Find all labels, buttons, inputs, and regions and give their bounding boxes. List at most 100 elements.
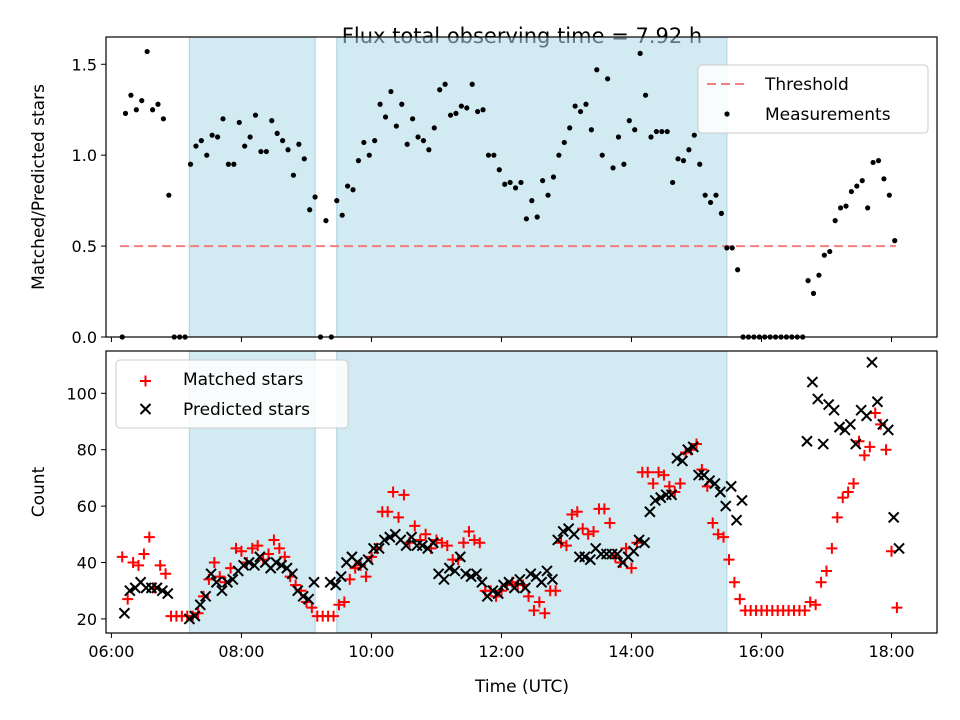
- matched-point: [875, 418, 887, 430]
- matched-point: [539, 607, 551, 619]
- matched-point: [615, 557, 627, 568]
- measurement-point: [220, 116, 226, 122]
- measurement-point: [707, 199, 714, 206]
- measurement-point: [122, 110, 129, 116]
- predicted-point: [205, 568, 217, 580]
- matched-point: [588, 525, 600, 537]
- predicted-point: [286, 568, 299, 580]
- matched-point: [826, 542, 838, 554]
- matched-point: [523, 590, 535, 602]
- legend-box: [115, 359, 349, 429]
- measurement-point: [572, 103, 578, 109]
- matched-point: [880, 444, 892, 456]
- measurement-point: [458, 103, 464, 109]
- measurement-point: [664, 128, 670, 135]
- matched-point: [837, 492, 849, 504]
- shaded-region-0: [189, 37, 316, 337]
- y-tick-label: 0.5: [72, 237, 97, 256]
- measurement-point: [280, 138, 286, 144]
- measurement-point: [464, 105, 470, 111]
- measurement-point: [214, 134, 221, 140]
- measurement-point: [848, 188, 855, 195]
- measurement-point: [323, 218, 329, 224]
- x-tick-label: 14:00: [608, 642, 654, 661]
- predicted-point: [633, 534, 645, 546]
- measurement-point: [621, 161, 627, 167]
- matched-point: [143, 531, 155, 543]
- measurement-point: [361, 139, 367, 146]
- predicted-point: [638, 537, 651, 549]
- measurement-point: [642, 92, 649, 98]
- y-tick-label: 100: [66, 384, 97, 403]
- predicted-point: [730, 514, 743, 526]
- measurement-point: [372, 138, 378, 144]
- measurement-point: [686, 147, 692, 153]
- measurement-point: [556, 152, 562, 158]
- matched-point: [674, 478, 686, 490]
- measurement-point: [892, 238, 898, 244]
- measurement-point: [393, 123, 399, 129]
- measurement-point: [577, 108, 584, 115]
- measurement-point: [724, 245, 730, 251]
- measurement-point: [865, 205, 871, 211]
- measurement-point: [187, 161, 194, 167]
- predicted-point: [649, 494, 662, 507]
- legend-matched-swatch: [140, 375, 151, 387]
- matched-point: [116, 551, 128, 563]
- measurement-point: [437, 87, 443, 93]
- matched-point: [474, 537, 486, 549]
- predicted-point: [221, 576, 234, 588]
- predicted-point: [709, 477, 721, 490]
- predicted-point: [714, 486, 727, 498]
- measurement-point: [431, 125, 437, 131]
- predicted-point: [210, 576, 223, 588]
- measurement-point: [269, 118, 275, 124]
- matched-point: [252, 540, 264, 552]
- predicted-point: [801, 435, 813, 447]
- measurement-point: [296, 141, 302, 147]
- matched-point: [122, 593, 134, 605]
- legend-predicted-label: Predicted stars: [183, 400, 310, 420]
- predicted-point: [362, 553, 374, 566]
- matched-point: [869, 407, 881, 419]
- predicted-point: [297, 590, 309, 603]
- measurement-point: [496, 167, 502, 173]
- measurement-point: [718, 210, 724, 216]
- measurement-point: [334, 198, 340, 204]
- measurement-point: [632, 127, 638, 133]
- matched-point: [420, 528, 432, 540]
- measurement-point: [128, 92, 134, 98]
- matched-point: [528, 604, 540, 616]
- predicted-point: [373, 542, 385, 555]
- predicted-point: [405, 531, 418, 543]
- measurement-point: [610, 165, 616, 171]
- measurement-point: [193, 143, 199, 149]
- legend-predicted-swatch: [139, 403, 152, 415]
- predicted-point: [671, 452, 683, 464]
- measurement-point: [626, 118, 632, 124]
- measurement-point: [534, 214, 540, 220]
- measurement-point: [204, 152, 210, 158]
- shaded-region-1: [336, 37, 727, 337]
- measurement-point: [355, 158, 362, 164]
- measurement-point: [529, 198, 535, 204]
- predicted-point: [687, 441, 699, 453]
- measurement-point: [231, 161, 237, 167]
- matched-point: [799, 604, 811, 616]
- predicted-point: [812, 393, 824, 405]
- matched-point: [550, 585, 562, 597]
- predicted-point: [579, 551, 591, 563]
- legend-box: [697, 64, 929, 134]
- measurement-point: [307, 207, 313, 213]
- matched-point: [273, 542, 285, 554]
- x-tick-label: 08:00: [218, 642, 264, 661]
- matched-point: [441, 540, 453, 552]
- matched-point: [820, 565, 832, 577]
- x-axis-label: Time (UTC): [474, 677, 569, 697]
- legend-measurement-label: Measurements: [765, 105, 891, 125]
- predicted-point: [850, 438, 862, 450]
- measurement-point: [599, 152, 605, 158]
- predicted-point: [833, 421, 846, 433]
- measurement-point: [870, 159, 876, 166]
- matched-point: [663, 480, 675, 492]
